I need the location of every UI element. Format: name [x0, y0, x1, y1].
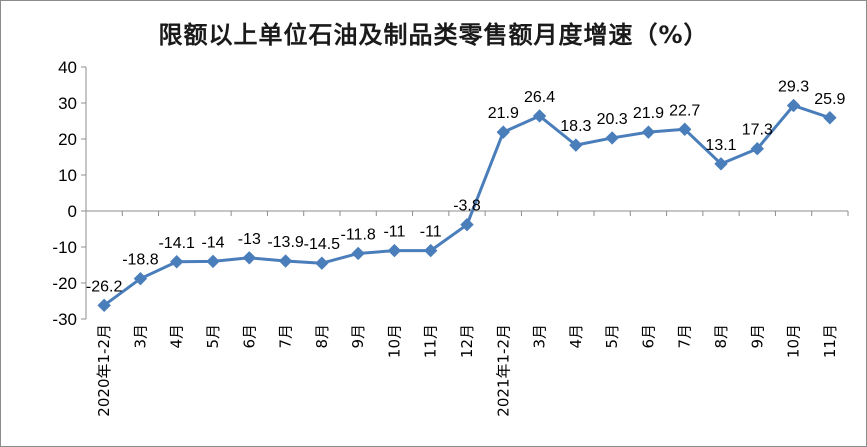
x-tick-label: 11月 [422, 324, 440, 358]
y-tick-label: 20 [58, 130, 77, 149]
data-point-marker [351, 246, 365, 261]
data-point-marker [786, 98, 801, 113]
x-tick-label: 8月 [313, 324, 331, 349]
y-tick-label: 0 [68, 202, 77, 221]
data-point-marker [641, 125, 656, 139]
x-tick-label: 8月 [712, 324, 730, 349]
data-label: -13 [238, 231, 261, 248]
data-label: 20.3 [597, 111, 628, 128]
x-tick-label: 5月 [204, 324, 222, 349]
x-tick-label: 5月 [603, 324, 621, 349]
chart-title: 限额以上单位石油及制品类零售额月度增速（%） [158, 21, 709, 49]
data-point-marker [496, 125, 510, 139]
x-tick-label: 2020年1-2月 [95, 324, 113, 417]
y-tick-label: 30 [58, 94, 77, 113]
y-tick-label: 10 [58, 166, 77, 185]
x-tick-label: 12月 [458, 324, 476, 358]
data-label: -11 [383, 224, 405, 241]
x-tick-label: 6月 [240, 324, 258, 349]
data-label: 13.1 [705, 137, 736, 154]
x-tick-label: 3月 [531, 324, 549, 349]
data-label: -3.8 [453, 198, 481, 215]
data-label: -26.2 [86, 278, 123, 295]
data-point-marker [424, 243, 438, 258]
x-tick-label: 10月 [785, 324, 803, 358]
data-label: 21.9 [633, 105, 664, 122]
x-tick-label: 7月 [676, 324, 694, 349]
data-label: -14.5 [304, 236, 341, 253]
data-label: -14 [201, 234, 224, 251]
data-label: 22.7 [669, 102, 700, 119]
data-label: 26.4 [524, 89, 555, 106]
data-point-marker [315, 256, 329, 270]
data-label: -13.9 [267, 234, 304, 251]
data-point-marker [97, 298, 111, 313]
x-tick-label: 7月 [277, 324, 295, 349]
y-tick-label: -30 [52, 310, 77, 329]
x-tick-label: 11月 [821, 324, 839, 358]
data-point-marker [750, 142, 764, 156]
data-point-marker [569, 138, 583, 152]
data-point-marker [133, 271, 148, 286]
x-tick-label: 4月 [168, 324, 186, 349]
x-tick-label: 9月 [349, 324, 367, 349]
x-tick-label: 2021年1-2月 [494, 324, 512, 417]
y-tick-label: 40 [58, 58, 77, 77]
data-point-marker [823, 111, 837, 125]
data-point-marker [278, 254, 293, 268]
data-point-marker [206, 254, 220, 269]
data-point-marker [460, 217, 474, 232]
x-tick-label: 3月 [131, 324, 149, 349]
data-label: -11.8 [341, 226, 376, 243]
data-label: 18.3 [560, 118, 591, 135]
x-tick-label: 6月 [639, 324, 657, 349]
y-tick-label: -20 [52, 274, 77, 293]
data-label: 25.9 [814, 91, 845, 108]
data-point-marker [678, 122, 692, 136]
data-point-marker [714, 157, 728, 171]
data-label: 21.9 [488, 105, 519, 122]
data-label: -18.8 [122, 252, 159, 269]
data-point-marker [242, 251, 256, 265]
x-tick-label: 4月 [567, 324, 585, 349]
data-label: -11 [420, 224, 442, 241]
data-label: 29.3 [778, 79, 809, 96]
x-tick-label: 10月 [385, 324, 403, 358]
data-label: 17.3 [742, 122, 773, 139]
data-point-marker [532, 109, 547, 123]
y-tick-label: -10 [52, 238, 77, 257]
data-label: -14.1 [158, 235, 195, 252]
data-point-marker [605, 131, 619, 145]
data-point-marker [170, 255, 184, 269]
x-tick-label: 9月 [748, 324, 766, 349]
data-point-marker [387, 243, 402, 258]
